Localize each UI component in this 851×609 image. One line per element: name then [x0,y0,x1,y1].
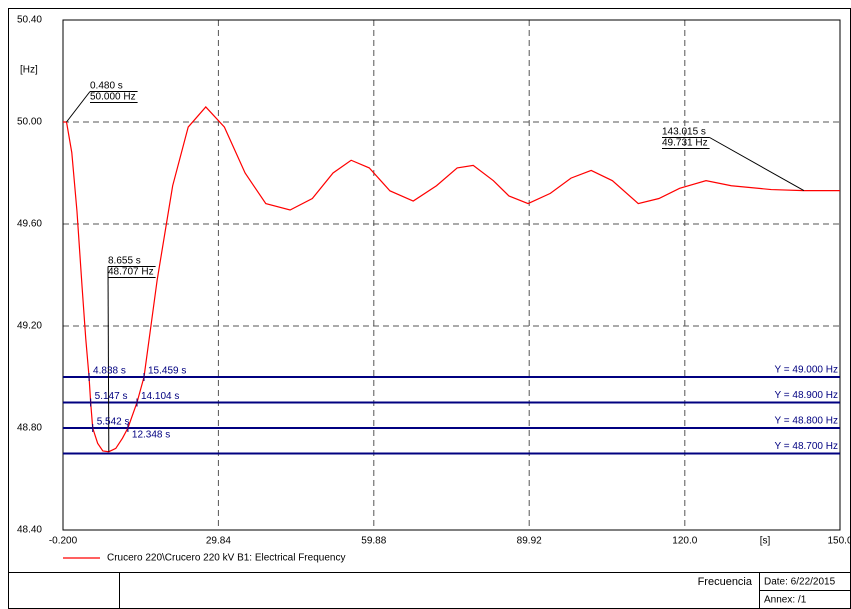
y-tick-label: 48.80 [17,423,42,434]
annotation-y: 48.707 Hz [108,267,154,278]
ref-label: Y = 48.800 Hz [775,416,838,427]
x-tick-label: 89.92 [517,536,542,547]
ref-label: Y = 49.000 Hz [775,365,838,376]
cross-label: 5.147 s [95,391,128,402]
ref-label: Y = 48.900 Hz [775,390,838,401]
annotation-leader [107,266,110,452]
x-tick-label: 29.84 [206,536,231,547]
y-tick-label: 49.60 [17,219,42,230]
annotation-x: 8.655 s [108,256,141,267]
y-tick-label: 49.20 [17,321,42,332]
footer-title: Frecuencia [698,576,753,588]
x-tick-label: 120.0 [672,536,697,547]
x-tick-label: 59.88 [361,536,386,547]
y-tick-label: 50.40 [17,15,42,26]
plot-border [62,19,841,531]
x-unit-label: [s] [760,536,771,547]
annotation-x: 0.480 s [90,81,123,92]
x-tick-label: 150.0 [827,536,851,547]
cross-label: 4.838 s [93,366,126,377]
footer-date: Date: 6/22/2015 [764,577,836,588]
y-tick-label: 50.00 [17,117,42,128]
y-unit-label: [Hz] [20,65,38,76]
frame [8,8,851,609]
footer-annex: Annex: /1 [764,595,807,606]
annotation-leader [709,137,805,192]
ref-label: Y = 48.700 Hz [775,441,838,452]
cross-label: 5.542 s [97,417,130,428]
annotation-x: 143.015 s [662,127,706,138]
cross-label: 15.459 s [148,366,186,377]
annotation-y: 49.731 Hz [662,138,708,149]
annotation-leader [66,91,91,123]
legend-label: Crucero 220\Crucero 220 kV B1: Electrica… [107,553,345,564]
x-tick-label: -0.200 [49,536,78,547]
cross-label: 12.348 s [132,430,170,441]
cross-label: 14.104 s [141,391,179,402]
annotation-y: 50.000 Hz [90,92,136,103]
y-tick-label: 48.40 [17,525,42,536]
